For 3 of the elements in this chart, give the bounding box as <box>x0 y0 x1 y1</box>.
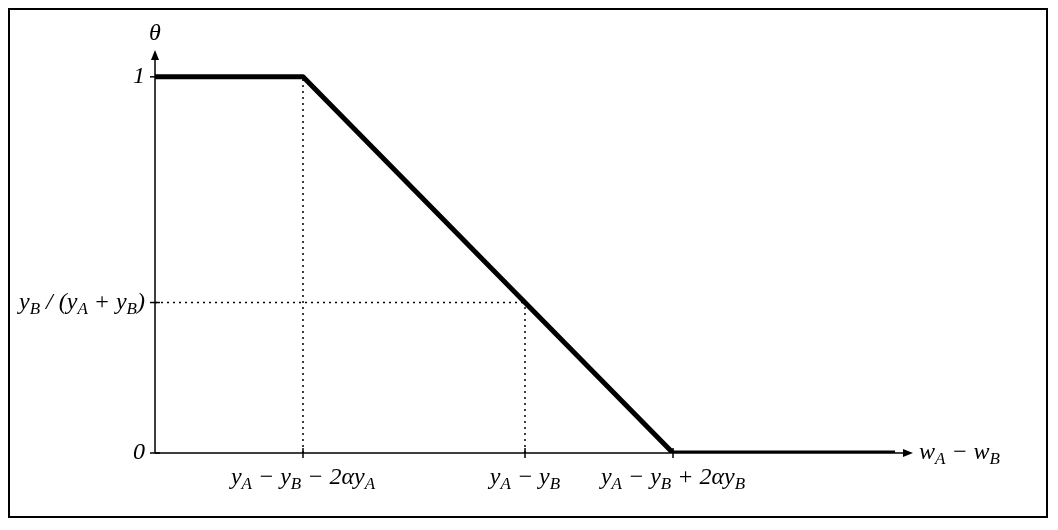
y-axis-title: θ <box>149 19 162 46</box>
y-tick-label: 0 <box>133 438 145 465</box>
y-tick-label: 1 <box>133 62 145 89</box>
